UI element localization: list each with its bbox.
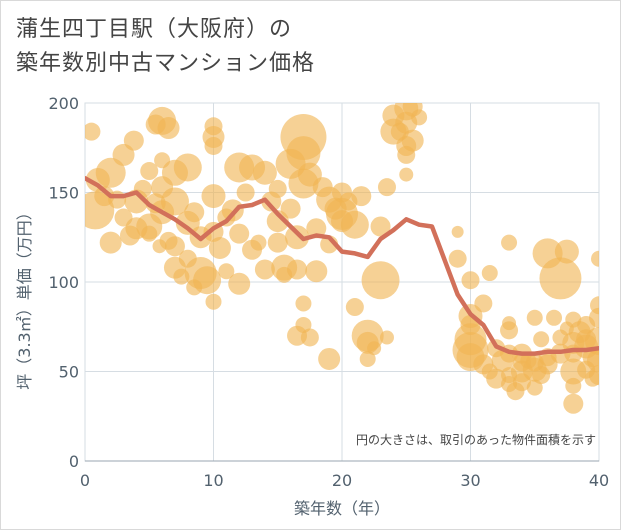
- bubble-point: [285, 225, 310, 250]
- x-axis-title: 築年数（年）: [294, 499, 390, 518]
- bubble-point: [236, 183, 255, 202]
- bubble-point: [164, 236, 185, 257]
- bubble-point: [533, 331, 550, 348]
- chart-annotation: 円の大きさは、取引のあった物件面積を示す: [356, 432, 596, 447]
- bubble-point: [451, 225, 464, 238]
- bubble-point: [268, 179, 287, 198]
- bubble-point: [221, 199, 244, 222]
- bubble-series: [85, 103, 599, 414]
- x-tick-label: 20: [332, 471, 352, 490]
- chart-title: 蒲生四丁目駅（大阪府）の 築年数別中古マンション価格: [16, 13, 315, 81]
- bubble-point: [318, 347, 341, 370]
- bubble-point: [526, 309, 543, 326]
- bubble-point: [563, 393, 584, 414]
- bubble-point: [267, 232, 288, 253]
- y-tick-label: 100: [48, 273, 79, 292]
- y-tick-label: 50: [59, 363, 79, 382]
- y-axis-title: 坪（3.3㎡）単価（万円）: [15, 204, 34, 389]
- bubble-point: [399, 167, 414, 182]
- bubble-point: [370, 216, 391, 237]
- bubble-point: [295, 295, 312, 312]
- bubble-point: [112, 143, 135, 166]
- bubble-point: [250, 234, 267, 251]
- bubble-point: [193, 266, 222, 295]
- bubble-point: [218, 263, 235, 280]
- bubble-point: [208, 236, 231, 259]
- bubble-point: [359, 350, 376, 367]
- bubble-point: [546, 309, 563, 326]
- bubble-point: [254, 259, 275, 280]
- bubble-point: [123, 130, 144, 151]
- bubble-point: [184, 202, 205, 223]
- average-price-line: [85, 175, 599, 356]
- bubble-point: [205, 293, 222, 310]
- bubble-point: [305, 260, 328, 283]
- bubble-point: [501, 234, 518, 251]
- bubble-point: [461, 271, 480, 290]
- bubble-point: [589, 365, 599, 386]
- bubble-point: [286, 136, 321, 171]
- bubble-point: [351, 186, 372, 207]
- bubble-point: [141, 225, 158, 242]
- average-price-line-series: [85, 175, 599, 356]
- bubble-point: [367, 341, 382, 356]
- x-tick-label: 10: [203, 471, 223, 490]
- bubble-point: [99, 231, 122, 254]
- x-tick-label: 30: [460, 471, 480, 490]
- bubble-point: [554, 239, 579, 264]
- bubble-point: [228, 272, 251, 295]
- bubble-point: [140, 162, 159, 181]
- bubble-point: [474, 294, 493, 313]
- bubble-point: [252, 160, 277, 185]
- bubble-point: [201, 184, 226, 209]
- bubble-point: [401, 129, 424, 152]
- bubble-point: [204, 136, 223, 155]
- axes: 0 50 100 150 200 0 10 20 30 40: [48, 94, 609, 490]
- bubble-point: [500, 321, 519, 340]
- bubble-point: [229, 223, 250, 244]
- chart-title-line1: 蒲生四丁目駅（大阪府）の: [16, 17, 293, 42]
- bubble-point: [411, 109, 428, 126]
- bubble-point: [157, 117, 180, 140]
- bubble-point: [306, 218, 327, 239]
- x-tick-label: 0: [80, 471, 90, 490]
- chart-title-line2: 築年数別中古マンション価格: [16, 51, 316, 76]
- bubble-point: [481, 265, 498, 282]
- bubble-point: [448, 249, 467, 268]
- x-tick-label: 40: [589, 471, 609, 490]
- bubble-point: [591, 250, 599, 267]
- bubble-point: [589, 307, 599, 328]
- bubble-point: [280, 198, 301, 219]
- bubble-point: [173, 153, 202, 182]
- y-tick-label: 200: [48, 94, 79, 113]
- bubble-point: [379, 330, 394, 345]
- bubble-point: [377, 178, 396, 197]
- bubble-point: [160, 187, 189, 216]
- bubble-point: [300, 328, 319, 347]
- bubble-point: [95, 157, 126, 188]
- bubble-point: [345, 298, 364, 317]
- bubble-point: [565, 377, 582, 394]
- y-tick-label: 0: [69, 452, 79, 471]
- bubble-point: [539, 257, 582, 300]
- bubble-point: [266, 210, 289, 233]
- bubble-point: [361, 261, 400, 300]
- bubble-point: [287, 259, 308, 280]
- bubble-point: [85, 122, 101, 141]
- y-tick-label: 150: [48, 184, 79, 203]
- bubble-point: [340, 210, 369, 239]
